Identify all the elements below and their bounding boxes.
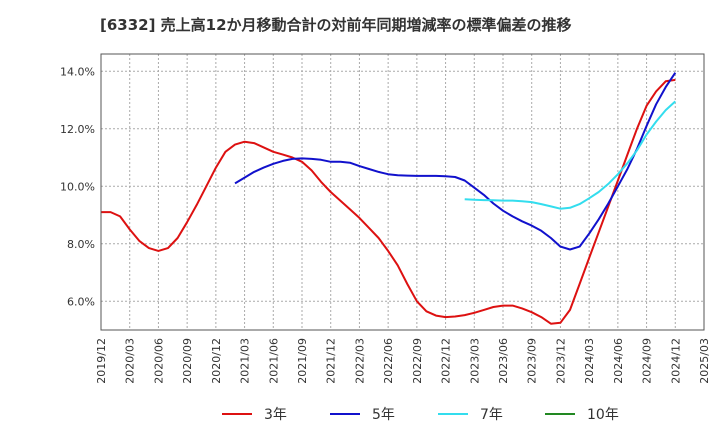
y-tick-label: 12.0%: [60, 123, 95, 136]
legend-label: 10年: [587, 407, 619, 423]
legend-label: 3年: [264, 407, 287, 423]
y-tick-label: 10.0%: [60, 180, 95, 193]
y-tick-label: 6.0%: [67, 295, 95, 308]
x-tick-label: 2019/12: [95, 338, 108, 384]
x-tick-label: 2024/12: [669, 338, 682, 384]
x-tick-label: 2024/03: [583, 338, 596, 384]
y-axis: 6.0% 8.0% 10.0% 12.0% 14.0%: [60, 65, 95, 308]
x-tick-label: 2022/06: [382, 338, 395, 384]
x-tick-label: 2023/09: [526, 338, 539, 384]
x-tick-label: 2020/12: [210, 338, 223, 384]
x-tick-label: 2022/09: [411, 338, 424, 384]
x-tick-label: 2022/12: [440, 338, 453, 384]
legend-label: 5年: [372, 407, 395, 423]
x-tick-label: 2025/03: [698, 338, 711, 384]
x-tick-label: 2021/06: [267, 338, 280, 384]
y-tick-label: 8.0%: [67, 238, 95, 251]
legend: 3年 5年 7年 10年: [222, 407, 619, 423]
x-tick-label: 2021/09: [296, 338, 309, 384]
x-tick-label: 2024/09: [641, 338, 654, 384]
x-tick-label: 2021/12: [325, 338, 338, 384]
x-tick-label: 2023/12: [554, 338, 567, 384]
x-tick-label: 2023/06: [497, 338, 510, 384]
x-tick-label: 2024/06: [612, 338, 625, 384]
x-tick-label: 2020/03: [124, 338, 137, 384]
series-line-2: [234, 72, 677, 251]
x-tick-label: 2021/03: [239, 338, 252, 384]
legend-label: 7年: [480, 407, 503, 423]
series-lines: [101, 72, 677, 325]
y-tick-label: 14.0%: [60, 65, 95, 78]
x-axis: 2019/12 2020/03 2020/06 2020/09 2020/12 2021/…: [95, 338, 711, 384]
x-tick-label: 2020/06: [152, 338, 165, 384]
chart-title: [6332] 売上高12か月移動合計の対前年同期増減率の標準偏差の推移: [100, 16, 572, 34]
x-tick-label: 2023/03: [468, 338, 481, 384]
x-tick-label: 2022/03: [353, 338, 366, 384]
x-tick-label: 2020/09: [181, 338, 194, 384]
series-line-3: [464, 100, 676, 210]
plot-frame: [100, 53, 705, 331]
series-line-1: [101, 78, 676, 325]
